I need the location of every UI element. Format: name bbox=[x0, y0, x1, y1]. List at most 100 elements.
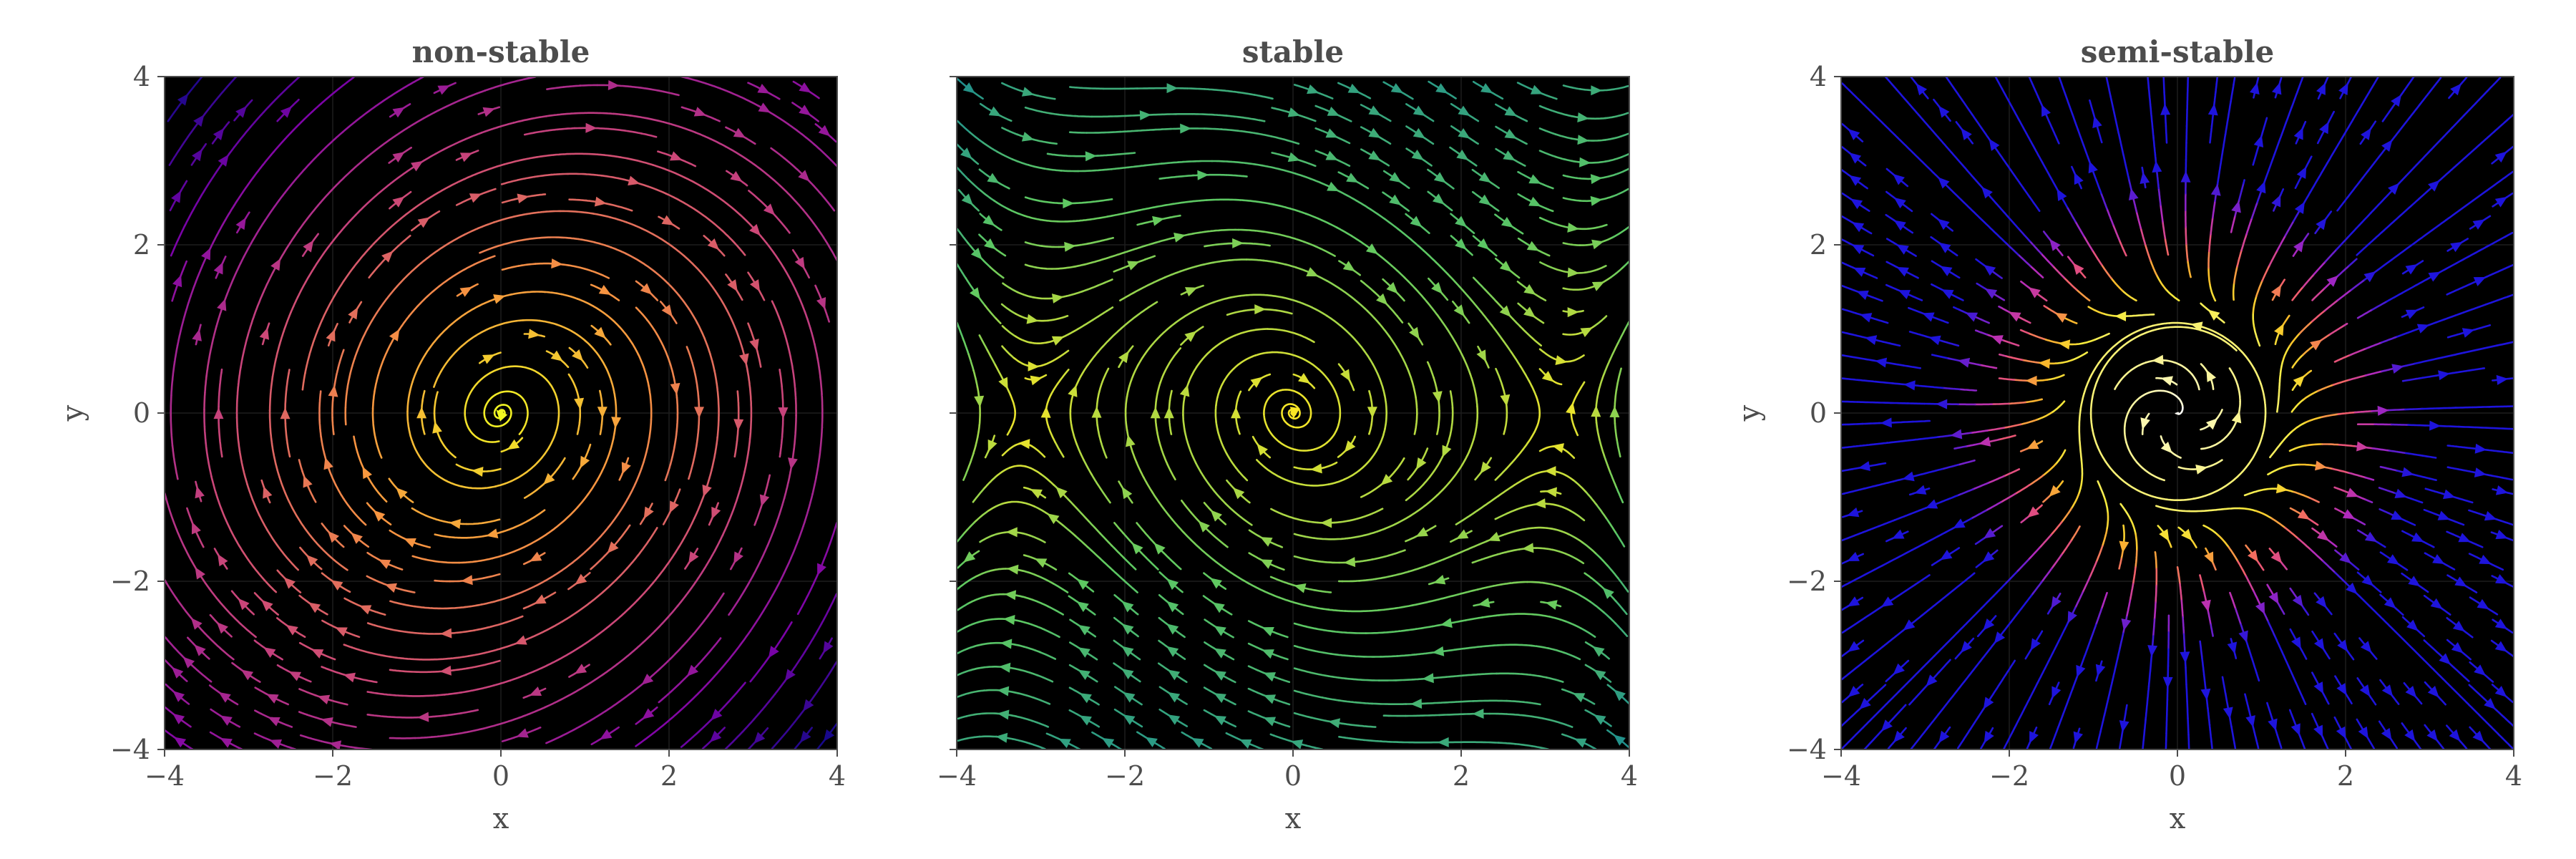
streamlines bbox=[165, 77, 837, 749]
stream-arrow bbox=[2494, 618, 2508, 630]
streamline bbox=[1623, 261, 1629, 268]
streamline bbox=[1579, 284, 1598, 291]
streamline bbox=[2082, 145, 2091, 162]
stream-arrow bbox=[348, 307, 358, 320]
streamline bbox=[1476, 585, 1495, 591]
stream-arrow bbox=[2270, 284, 2282, 298]
streamline bbox=[2159, 497, 2178, 501]
streamline bbox=[1480, 311, 1493, 326]
streamline bbox=[586, 152, 605, 156]
streamline bbox=[1885, 261, 1890, 264]
streamline bbox=[965, 712, 984, 717]
streamline bbox=[1294, 482, 1313, 487]
stream-arrow bbox=[1504, 128, 1517, 139]
streamline bbox=[1352, 336, 1365, 351]
stream-arrow bbox=[2494, 686, 2507, 697]
stream-arrow bbox=[1941, 289, 1954, 299]
streamline bbox=[2331, 467, 2351, 474]
stream-arrow bbox=[1591, 239, 1604, 250]
streamline bbox=[2231, 341, 2245, 356]
x-tick-label: 4 bbox=[829, 760, 846, 792]
streamline bbox=[1069, 410, 1073, 430]
streamline bbox=[2479, 344, 2498, 350]
streamline bbox=[1393, 457, 1405, 473]
streamline bbox=[1841, 605, 1849, 611]
streamline bbox=[421, 389, 426, 402]
streamline bbox=[663, 348, 672, 366]
streamline bbox=[2333, 354, 2351, 363]
streamline bbox=[465, 535, 484, 539]
streamline bbox=[1972, 315, 1990, 324]
streamline bbox=[275, 719, 293, 728]
streamline bbox=[2468, 684, 2483, 698]
streamline bbox=[2269, 443, 2282, 459]
streamline bbox=[1841, 238, 1845, 241]
streamline bbox=[2200, 442, 2218, 450]
streamline bbox=[478, 485, 497, 490]
streamline bbox=[246, 482, 254, 501]
streamline bbox=[228, 139, 241, 155]
streamline bbox=[2142, 719, 2147, 738]
streamline bbox=[439, 323, 453, 337]
streamline bbox=[2127, 333, 2144, 344]
streamline bbox=[734, 487, 742, 505]
streamline bbox=[2472, 189, 2488, 202]
streamline bbox=[1308, 716, 1327, 722]
stream-arrow bbox=[2038, 359, 2051, 369]
streamline bbox=[794, 651, 806, 668]
streamline bbox=[1437, 409, 1440, 429]
stream-arrow bbox=[235, 105, 247, 118]
streamline bbox=[2335, 133, 2346, 150]
streamline bbox=[2036, 411, 2053, 421]
stream-arrow bbox=[1167, 691, 1181, 703]
streamline bbox=[1182, 414, 1186, 433]
streamline bbox=[984, 304, 997, 320]
streamline bbox=[1547, 208, 1554, 213]
stream-arrow bbox=[2255, 601, 2265, 615]
stream-arrow bbox=[2180, 170, 2191, 183]
streamline bbox=[393, 716, 412, 719]
streamline bbox=[571, 550, 587, 564]
streamline bbox=[494, 390, 513, 396]
streamline bbox=[2043, 338, 2062, 344]
streamline bbox=[2418, 654, 2432, 669]
streamline bbox=[530, 509, 546, 520]
streamline bbox=[793, 431, 796, 450]
stream-arrow bbox=[1594, 714, 1606, 725]
streamline bbox=[2390, 423, 2409, 426]
streamline bbox=[333, 81, 348, 94]
streamline bbox=[1547, 647, 1566, 654]
stream-arrow bbox=[640, 283, 653, 295]
stream-arrow bbox=[1232, 238, 1244, 248]
streamline bbox=[1524, 119, 1528, 122]
streamline bbox=[1133, 306, 1150, 319]
streamline bbox=[758, 601, 769, 618]
stream-arrow bbox=[2426, 729, 2438, 742]
stream-arrow bbox=[2359, 684, 2371, 697]
y-tick-label: 4 bbox=[133, 61, 150, 92]
streamline bbox=[1028, 622, 1045, 631]
stream-arrow bbox=[2405, 309, 2419, 319]
streamline bbox=[2216, 533, 2230, 548]
streamline bbox=[493, 106, 501, 110]
streamline bbox=[1379, 378, 1386, 397]
streamline bbox=[1979, 364, 1998, 369]
stream-arrow bbox=[1365, 243, 1378, 255]
streamline bbox=[1497, 485, 1513, 498]
streamline bbox=[1203, 709, 1207, 712]
streamline bbox=[683, 176, 701, 187]
stream-arrow bbox=[1389, 194, 1402, 205]
streamline bbox=[1077, 169, 1096, 173]
streamline bbox=[2094, 608, 2103, 626]
stream-arrow bbox=[1984, 264, 1996, 276]
stream-arrow bbox=[261, 599, 273, 611]
streamline bbox=[1842, 666, 1858, 679]
streamline bbox=[1538, 150, 1557, 158]
streamline bbox=[1241, 116, 1261, 122]
stream-arrow bbox=[2268, 591, 2279, 605]
streamline bbox=[611, 611, 626, 625]
streamline bbox=[1148, 276, 1166, 286]
streamline bbox=[557, 127, 576, 131]
streamline bbox=[757, 354, 762, 368]
streamline bbox=[1287, 236, 1306, 243]
